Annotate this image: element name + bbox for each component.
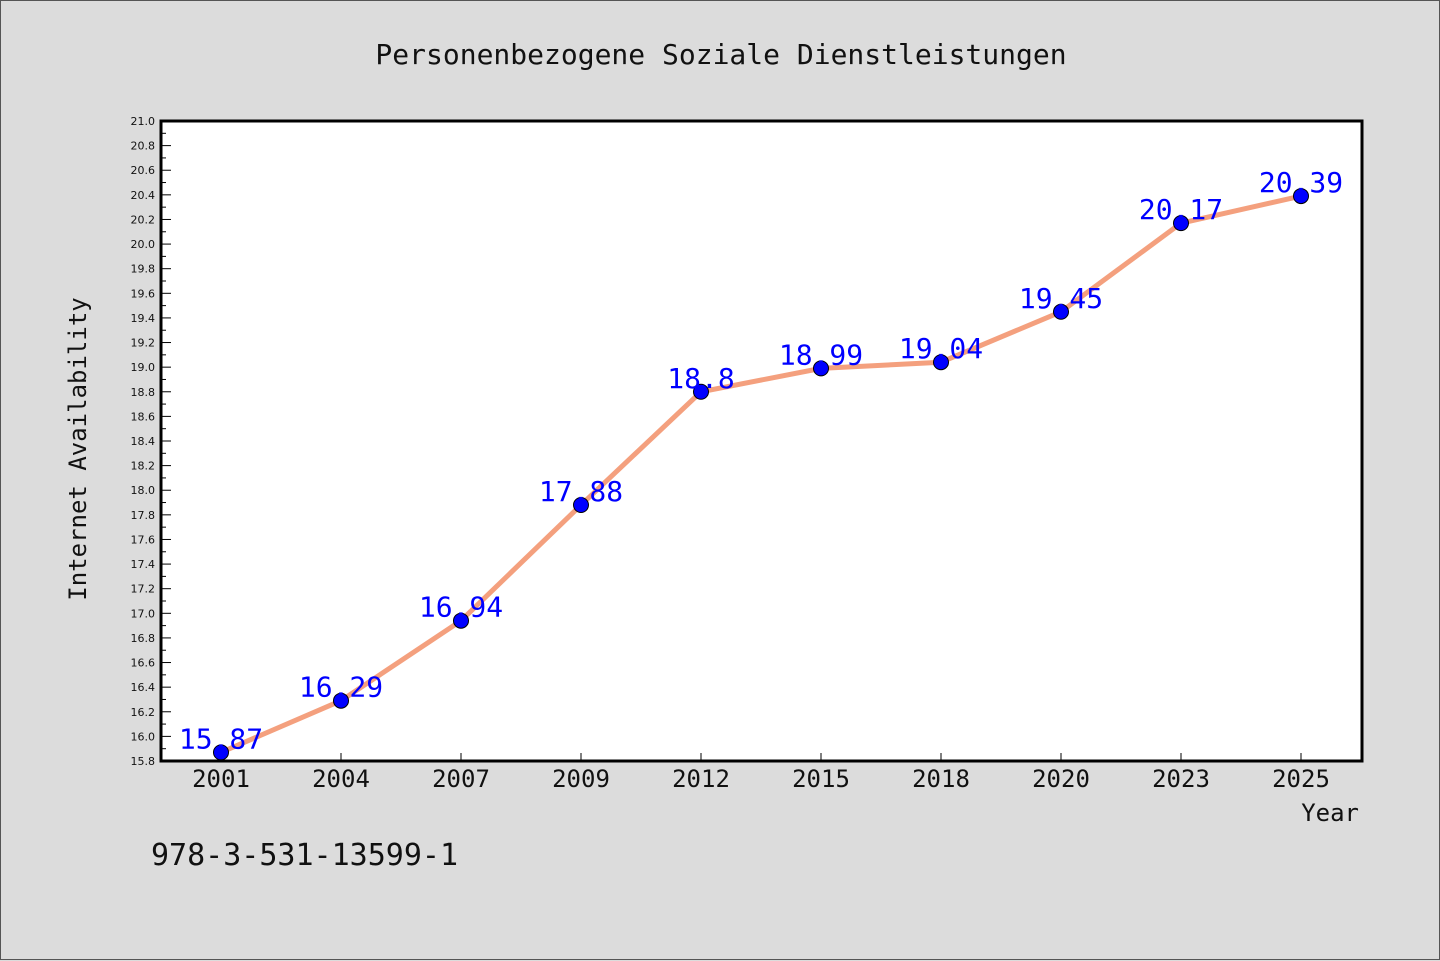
x-axis-label: Year xyxy=(1301,799,1359,827)
y-tick-label: 19.8 xyxy=(131,263,156,276)
data-label: 20.17 xyxy=(1139,193,1223,226)
y-tick-label: 19.0 xyxy=(131,361,156,374)
series-group: 15.87 16.29 16.94 17.88 18.8 18.99 19.04 19.45 2… xyxy=(179,166,1343,761)
data-point xyxy=(1173,215,1189,232)
data-point xyxy=(1053,303,1069,320)
y-tick-label: 17.2 xyxy=(131,583,156,596)
data-point xyxy=(813,360,829,377)
y-tick-label: 18.2 xyxy=(131,460,156,473)
data-point xyxy=(693,383,709,400)
chart-title: Personenbezogene Soziale Dienstleistunge… xyxy=(375,38,1066,71)
y-tick-label: 17.0 xyxy=(131,607,156,620)
y-tick-label: 16.2 xyxy=(131,706,156,719)
y-axis: 15.8 16.0 16.2 16.4 16.6 16.8 17.0 17.2 17.4 17.6… xyxy=(131,115,171,768)
y-tick-label: 16.6 xyxy=(131,657,156,670)
y-tick-label: 16.8 xyxy=(131,632,156,645)
data-point xyxy=(1293,188,1309,205)
data-label: 17.88 xyxy=(539,475,623,508)
y-tick-label: 20.2 xyxy=(131,213,156,226)
y-tick-label: 16.4 xyxy=(131,681,156,694)
x-tick-label: 2012 xyxy=(672,765,730,793)
data-label: 19.45 xyxy=(1019,282,1103,315)
y-tick-label: 20.8 xyxy=(131,140,156,153)
y-tick-label: 18.8 xyxy=(131,386,156,399)
data-label: 20.39 xyxy=(1259,166,1343,199)
data-point xyxy=(453,612,469,629)
y-tick-label: 18.4 xyxy=(131,435,156,448)
data-point xyxy=(933,354,949,371)
y-tick-label: 20.6 xyxy=(131,164,156,177)
y-tick-label: 17.8 xyxy=(131,509,156,522)
y-tick-label: 19.2 xyxy=(131,337,156,350)
plot-area xyxy=(159,119,1364,763)
y-axis-label: Internet Availability xyxy=(64,297,92,600)
x-tick-label: 2009 xyxy=(552,765,610,793)
y-tick-label: 17.4 xyxy=(131,558,156,571)
y-tick-label: 18.0 xyxy=(131,484,156,497)
data-label: 18.8 xyxy=(667,362,734,395)
x-tick-label: 2015 xyxy=(792,765,850,793)
x-tick-label: 2023 xyxy=(1152,765,1210,793)
footer-isbn: 978-3-531-13599-1 xyxy=(151,838,458,873)
data-label: 15.87 xyxy=(179,722,263,755)
y-tick-label: 18.6 xyxy=(131,410,156,423)
data-label: 16.94 xyxy=(419,591,503,624)
data-label: 16.29 xyxy=(299,671,383,704)
data-point xyxy=(573,497,589,513)
y-tick-label: 19.4 xyxy=(131,312,156,325)
data-label: 19.04 xyxy=(899,332,983,365)
x-tick-label: 2007 xyxy=(432,765,490,793)
data-point xyxy=(333,692,349,709)
x-tick-label: 2004 xyxy=(312,765,370,793)
x-tick-label: 2018 xyxy=(912,765,970,793)
y-tick-label: 17.6 xyxy=(131,533,156,546)
y-tick-label: 20.4 xyxy=(131,189,156,202)
x-tick-label: 2001 xyxy=(192,765,250,793)
x-tick-label: 2020 xyxy=(1032,765,1090,793)
series-line xyxy=(218,193,1304,755)
y-tick-label: 16.0 xyxy=(131,730,156,743)
y-tick-label: 20.0 xyxy=(131,238,156,251)
x-tick-label: 2025 xyxy=(1272,765,1330,793)
y-tick-label: 21.0 xyxy=(131,115,156,128)
x-axis: 2001 2004 2007 2009 2012 2015 2018 2020 2023 2025 xyxy=(192,753,1330,793)
data-label: 18.99 xyxy=(779,338,863,371)
y-tick-label: 19.6 xyxy=(131,287,156,300)
data-point xyxy=(213,744,229,761)
y-tick-label: 15.8 xyxy=(131,755,156,768)
